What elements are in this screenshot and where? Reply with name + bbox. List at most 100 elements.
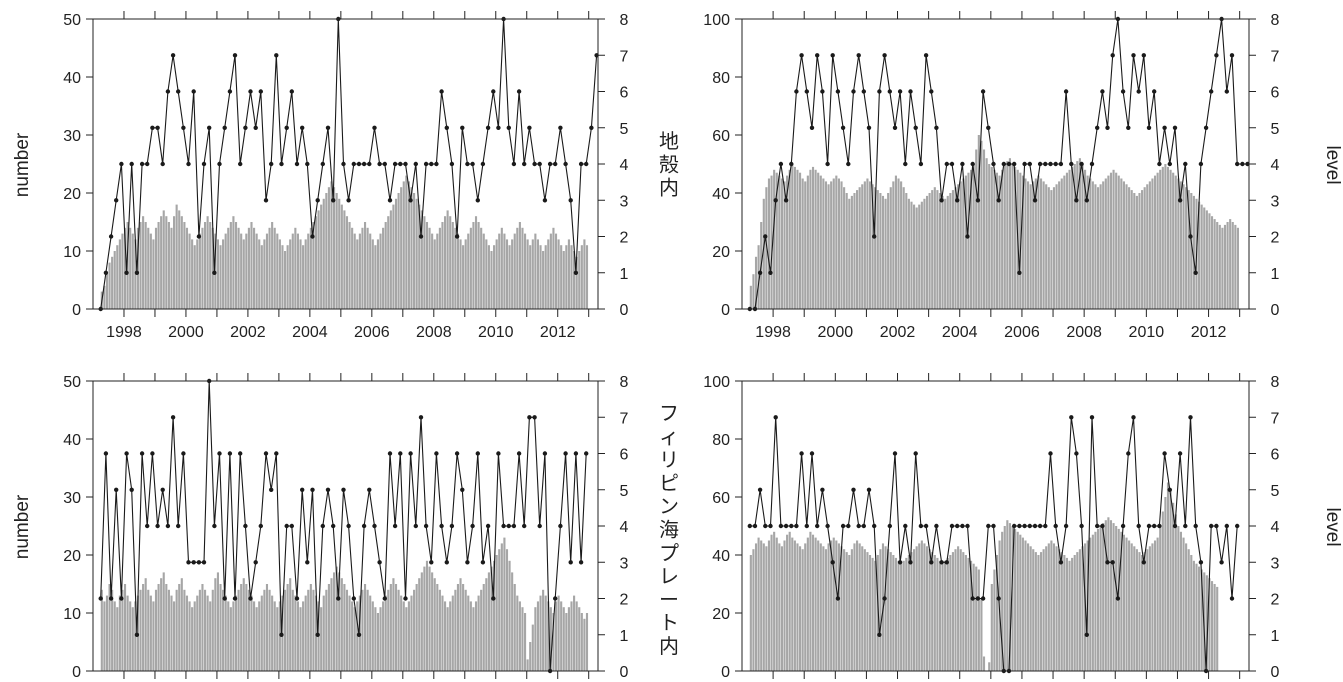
count-bar	[586, 613, 588, 671]
count-bar	[287, 584, 289, 671]
level-point	[481, 162, 485, 166]
x-tick-label: 2010	[1129, 324, 1165, 341]
count-bar	[794, 541, 796, 672]
level-point	[403, 596, 407, 600]
count-bar	[240, 584, 242, 671]
count-bar	[379, 607, 381, 671]
count-bar	[581, 613, 583, 671]
count-bar	[1151, 543, 1153, 671]
y-tick-label-left: 20	[712, 244, 730, 261]
level-point	[1147, 524, 1151, 528]
count-bar	[804, 181, 806, 309]
count-bar	[534, 234, 536, 309]
row-label-text: フィリピン海プレート内	[659, 401, 679, 658]
count-bar	[429, 567, 431, 671]
count-bar	[506, 549, 508, 671]
count-bar	[776, 538, 778, 671]
count-bar	[114, 601, 116, 671]
y-tick-label-left: 100	[703, 12, 730, 29]
level-point	[903, 162, 907, 166]
count-bar	[253, 601, 255, 671]
count-bar	[294, 596, 296, 671]
count-bar	[121, 590, 123, 671]
level-point	[362, 162, 366, 166]
level-point	[1142, 53, 1146, 57]
count-bar	[900, 564, 902, 671]
count-bar	[1170, 491, 1172, 671]
level-point	[971, 596, 975, 600]
count-bar	[822, 546, 824, 671]
count-bar	[578, 251, 580, 309]
count-bar	[913, 205, 915, 309]
level-point	[176, 524, 180, 528]
level-point	[1157, 524, 1161, 528]
count-bar	[230, 607, 232, 671]
count-bar	[1024, 541, 1026, 672]
count-bar	[475, 216, 477, 309]
count-bar	[271, 222, 273, 309]
count-bar	[232, 601, 234, 671]
count-bar	[895, 558, 897, 671]
count-bar	[934, 555, 936, 671]
count-bar	[1061, 552, 1063, 671]
count-bar	[1159, 526, 1161, 671]
count-bar	[539, 245, 541, 309]
level-point	[114, 488, 118, 492]
count-bar	[1201, 205, 1203, 309]
y-tick-label-right: 0	[620, 302, 629, 319]
level-point	[346, 198, 350, 202]
count-bar	[944, 561, 946, 671]
count-bar	[905, 193, 907, 309]
count-bar	[822, 179, 824, 310]
count-bar	[545, 245, 547, 309]
count-bar	[150, 234, 152, 309]
count-bar	[750, 555, 752, 671]
level-point	[1173, 524, 1177, 528]
count-bar	[519, 222, 521, 309]
level-point	[192, 560, 196, 564]
count-bar	[783, 541, 785, 672]
count-bar	[209, 601, 211, 671]
count-bar	[952, 190, 954, 309]
count-bar	[341, 578, 343, 671]
count-bar	[929, 549, 931, 671]
level-point	[789, 162, 793, 166]
y-tick-label-left: 40	[63, 432, 81, 449]
level-point	[439, 524, 443, 528]
level-point	[527, 126, 531, 130]
count-bar	[441, 222, 443, 309]
level-point	[150, 126, 154, 130]
count-bar	[1157, 173, 1159, 309]
count-bar	[158, 222, 160, 309]
level-point	[1059, 560, 1063, 564]
level-point	[991, 524, 995, 528]
level-point	[212, 271, 216, 275]
level-point	[1116, 596, 1120, 600]
level-point	[507, 524, 511, 528]
count-bar	[1214, 584, 1216, 671]
count-bar	[838, 179, 840, 310]
count-bar	[142, 584, 144, 671]
count-bar	[859, 187, 861, 309]
x-tick-label: 2008	[416, 324, 452, 341]
count-bar	[219, 584, 221, 671]
count-bar	[1097, 187, 1099, 309]
level-point	[758, 488, 762, 492]
level-point	[434, 162, 438, 166]
count-bar	[853, 193, 855, 309]
count-bar	[423, 567, 425, 671]
count-bar	[418, 578, 420, 671]
count-bar	[1056, 546, 1058, 671]
level-point	[300, 126, 304, 130]
count-bar	[1017, 532, 1019, 671]
x-tick-label: 2012	[540, 324, 576, 341]
y-tick-label-right: 6	[620, 447, 629, 464]
count-bar	[1188, 549, 1190, 671]
count-bar	[1151, 179, 1153, 310]
count-bar	[851, 196, 853, 309]
count-bar	[1076, 552, 1078, 671]
count-bar	[462, 245, 464, 309]
count-bar	[176, 590, 178, 671]
count-bar	[196, 239, 198, 309]
count-bar	[760, 541, 762, 672]
